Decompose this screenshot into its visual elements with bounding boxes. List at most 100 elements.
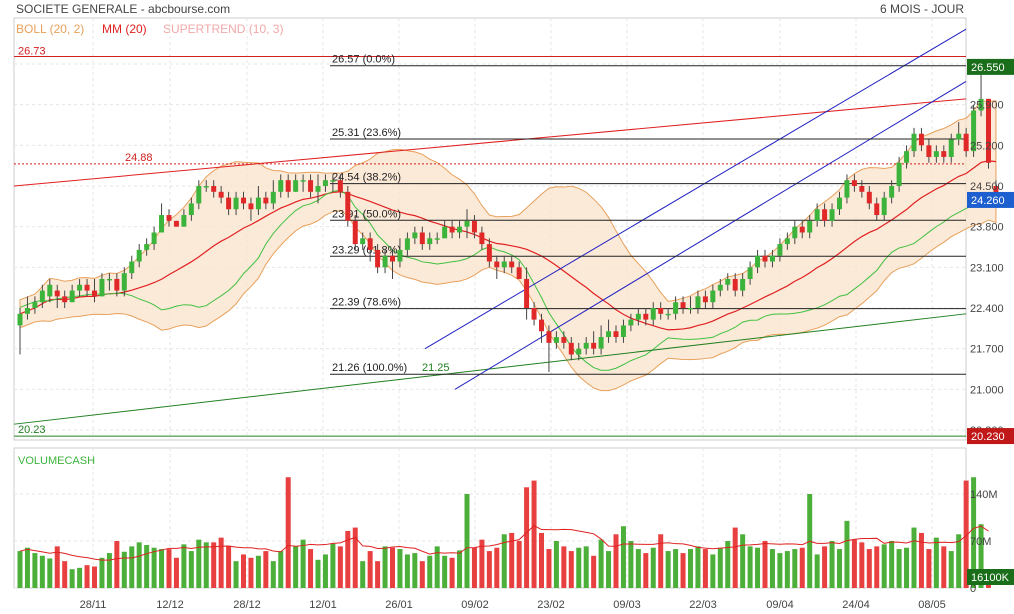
candle-body <box>501 261 507 268</box>
candle-body <box>688 308 693 310</box>
volume-tick-label: 140M <box>970 489 998 501</box>
candle-body <box>121 273 127 291</box>
volume-bar <box>635 549 641 588</box>
volume-bar <box>606 551 612 588</box>
volume-bar <box>360 561 366 588</box>
candle-body <box>47 284 53 297</box>
volume-bar <box>278 551 284 588</box>
volume-bar <box>449 557 455 588</box>
volume-bar <box>479 539 485 588</box>
volume-bar <box>620 526 626 588</box>
candle-body <box>553 337 559 343</box>
volume-bar <box>553 541 559 588</box>
candle-body <box>188 203 194 216</box>
volume-bar <box>218 537 224 588</box>
volume-bar <box>933 537 939 588</box>
volume-bar <box>300 539 306 588</box>
candle-body <box>315 186 321 192</box>
candle-body <box>397 249 403 262</box>
candle-body <box>293 180 299 192</box>
candle-body <box>606 331 612 338</box>
x-tick-label: 24/04 <box>842 599 870 611</box>
volume-bar <box>151 547 157 588</box>
volume-bar <box>464 494 470 588</box>
candle-body <box>822 209 828 221</box>
candle-body <box>233 197 239 210</box>
volume-bar <box>628 541 634 588</box>
candle-body <box>874 203 880 216</box>
volume-bar <box>427 555 433 588</box>
candle-body <box>948 139 954 157</box>
candle-body <box>427 238 433 245</box>
volume-bar <box>516 541 522 588</box>
volume-bar <box>822 546 828 588</box>
candle-body <box>270 191 276 204</box>
candle-body <box>226 197 232 210</box>
volume-bar <box>442 555 448 588</box>
period-label: 6 MOIS - JOUR <box>879 2 964 16</box>
volume-bar <box>285 477 291 588</box>
indicator-supertrend-label: SUPERTREND (10, 3) <box>163 22 284 36</box>
volume-bar <box>47 558 53 588</box>
candle-body <box>516 267 522 279</box>
candle-body <box>792 226 798 239</box>
candle-body <box>643 313 649 320</box>
candle-body <box>457 226 463 233</box>
volume-bar <box>32 553 38 588</box>
support-price-badge-bg <box>967 428 1014 445</box>
candle-body <box>449 226 455 233</box>
candle-body <box>434 238 440 240</box>
volume-bar <box>92 566 97 588</box>
volume-bar <box>755 547 761 588</box>
candle-body <box>993 186 999 198</box>
volume-bar <box>859 542 865 588</box>
x-tick-label: 09/03 <box>613 599 641 611</box>
candle-body <box>136 249 142 262</box>
volume-bar <box>837 549 842 588</box>
candle-body <box>695 296 701 308</box>
moving-average-line <box>19 160 997 331</box>
volume-bar <box>226 546 232 588</box>
candle-body <box>404 238 410 250</box>
candle-body <box>412 232 418 239</box>
volume-bar <box>375 561 381 588</box>
candle-body <box>360 238 366 245</box>
candle-body <box>442 226 448 239</box>
fibonacci-label: 21.26 (100.0%) <box>332 362 407 374</box>
candle-body <box>159 215 165 233</box>
candle-body <box>471 220 477 233</box>
volume-bar <box>665 551 671 588</box>
volume-bar <box>963 480 969 588</box>
candle-body <box>367 238 373 250</box>
volume-bar <box>874 546 880 588</box>
candle-body <box>814 209 820 221</box>
volume-bar <box>978 524 984 588</box>
candle-body <box>755 255 761 268</box>
volume-bar <box>732 527 738 588</box>
candle-body <box>337 180 343 192</box>
candle-body <box>382 255 388 268</box>
candle-body <box>419 232 425 245</box>
volume-bar <box>725 541 731 588</box>
candle-body <box>725 278 731 285</box>
volume-bar <box>263 551 269 588</box>
volume-bar <box>971 477 977 588</box>
candle-body <box>173 220 179 227</box>
candle-body <box>680 302 686 308</box>
volume-bar <box>956 534 962 588</box>
candle-body <box>69 290 75 303</box>
volume-title: VOLUMECASH <box>18 455 95 467</box>
volume-bar <box>69 569 75 588</box>
candle-body <box>62 296 68 303</box>
supertrend-line <box>19 189 997 371</box>
volume-bar <box>457 550 463 588</box>
candle-body <box>918 133 924 146</box>
low-marker-label: 21.25 <box>422 362 450 374</box>
volume-bar <box>270 561 276 588</box>
candle-body <box>218 191 224 198</box>
volume-bar <box>598 539 604 588</box>
volume-bar <box>106 553 112 588</box>
candle-body <box>956 133 962 140</box>
volume-bar <box>211 542 217 588</box>
